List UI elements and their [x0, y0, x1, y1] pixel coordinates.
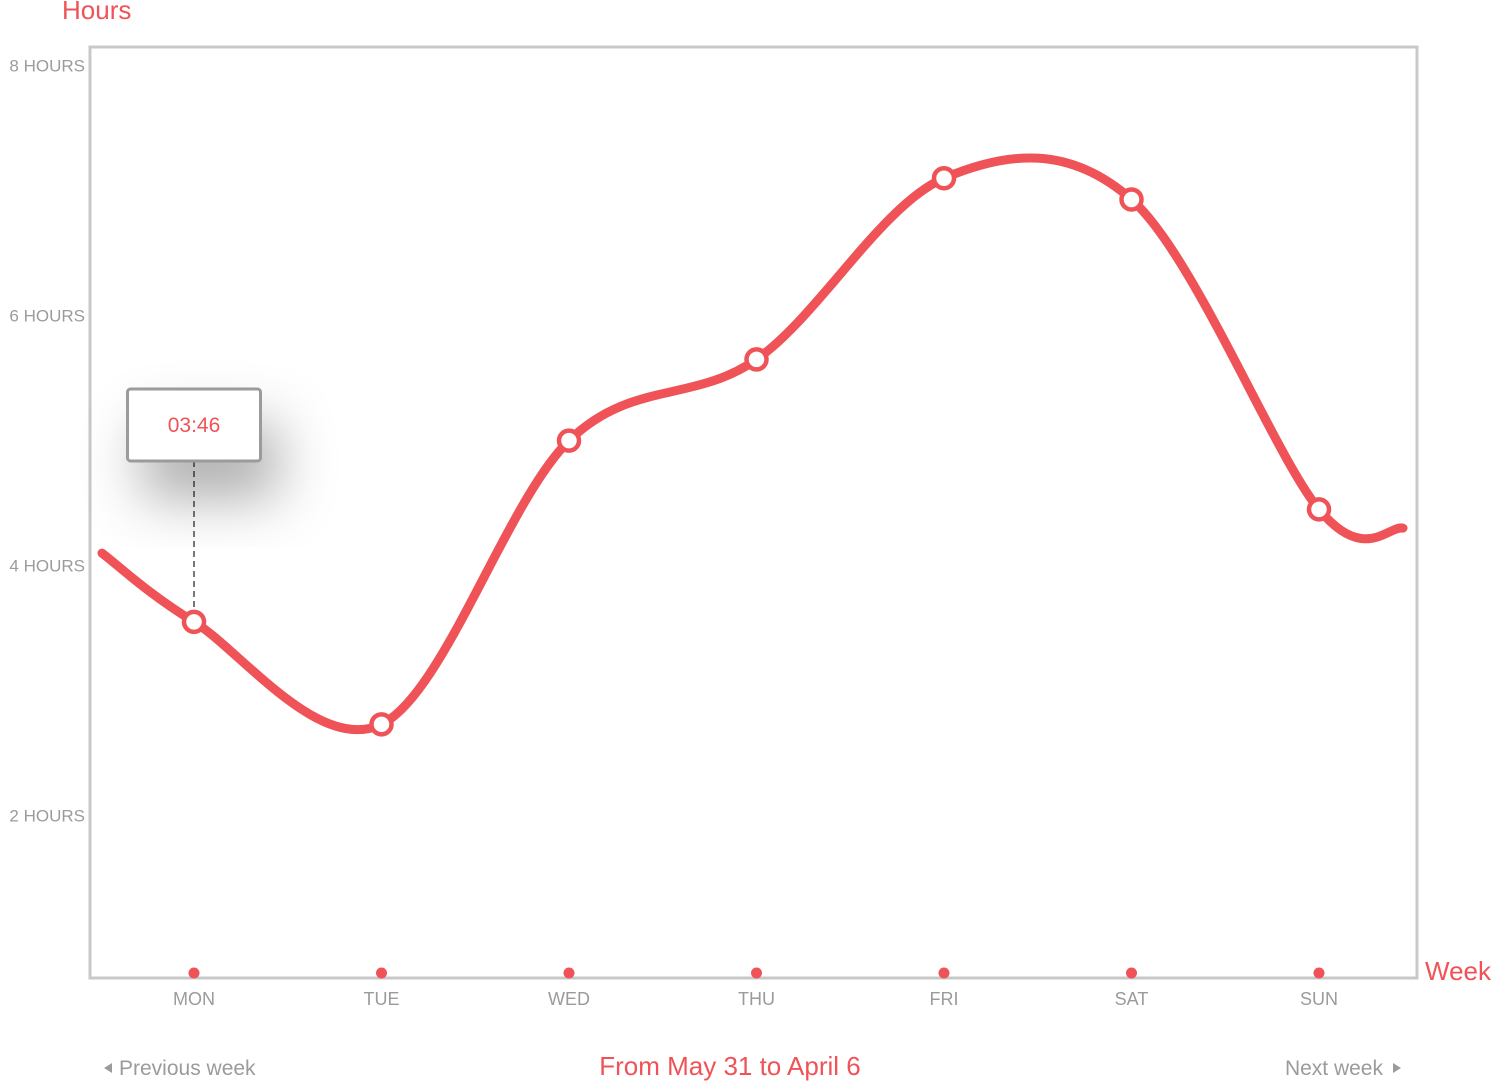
x-tick-label: FRI	[930, 989, 959, 1009]
x-axis-ticks: MON TUE WED THU FRI SAT SUN	[173, 989, 1338, 1009]
y-tick-label: 4 HOURS	[9, 557, 85, 576]
x-tick-dot	[563, 967, 575, 979]
x-axis-title: Week	[1425, 956, 1492, 986]
x-tick-label: MON	[173, 989, 215, 1009]
x-tick-dot	[376, 967, 387, 979]
data-point[interactable]	[556, 428, 582, 453]
x-tick-label: WED	[548, 989, 590, 1009]
data-point[interactable]	[1306, 497, 1332, 522]
y-tick-label: 8 HOURS	[9, 57, 85, 76]
plot-frame	[88, 45, 1419, 980]
x-tick-dot	[1313, 967, 1325, 979]
series-line	[97, 153, 1408, 735]
next-week-label: Next week	[1285, 1057, 1384, 1080]
x-tick-label: THU	[738, 989, 775, 1009]
x-tick-dot	[1126, 967, 1137, 979]
data-point[interactable]	[369, 712, 394, 737]
x-tick-dot	[938, 967, 950, 979]
tooltip-box	[126, 387, 262, 463]
x-tick-label: SAT	[1115, 989, 1149, 1009]
next-week-link[interactable]: Next week	[1285, 1057, 1401, 1080]
y-axis-title: Hours	[62, 0, 131, 25]
x-tick-label: SUN	[1300, 989, 1338, 1009]
x-tick-dot	[751, 967, 762, 979]
data-point[interactable]	[744, 347, 769, 372]
data-point[interactable]	[1119, 187, 1144, 212]
x-axis-markers	[188, 967, 1325, 979]
y-axis-ticks: 8 HOURS 6 HOURS 4 HOURS 2 HOURS	[9, 57, 85, 826]
date-range-label: From May 31 to April 6	[599, 1051, 861, 1081]
value-tooltip: 03:46	[126, 387, 262, 612]
previous-week-link[interactable]: Previous week	[104, 1057, 256, 1080]
caret-right-icon	[1393, 1063, 1401, 1073]
y-tick-label: 6 HOURS	[9, 307, 85, 326]
data-point[interactable]	[181, 609, 207, 635]
data-point[interactable]	[931, 165, 957, 191]
caret-left-icon	[104, 1063, 112, 1073]
previous-week-label: Previous week	[119, 1057, 256, 1080]
tooltip-value: 03:46	[168, 414, 221, 437]
x-tick-label: TUE	[364, 989, 400, 1009]
series-points	[181, 165, 1332, 737]
y-tick-label: 2 HOURS	[9, 807, 85, 826]
x-tick-dot	[188, 967, 200, 979]
